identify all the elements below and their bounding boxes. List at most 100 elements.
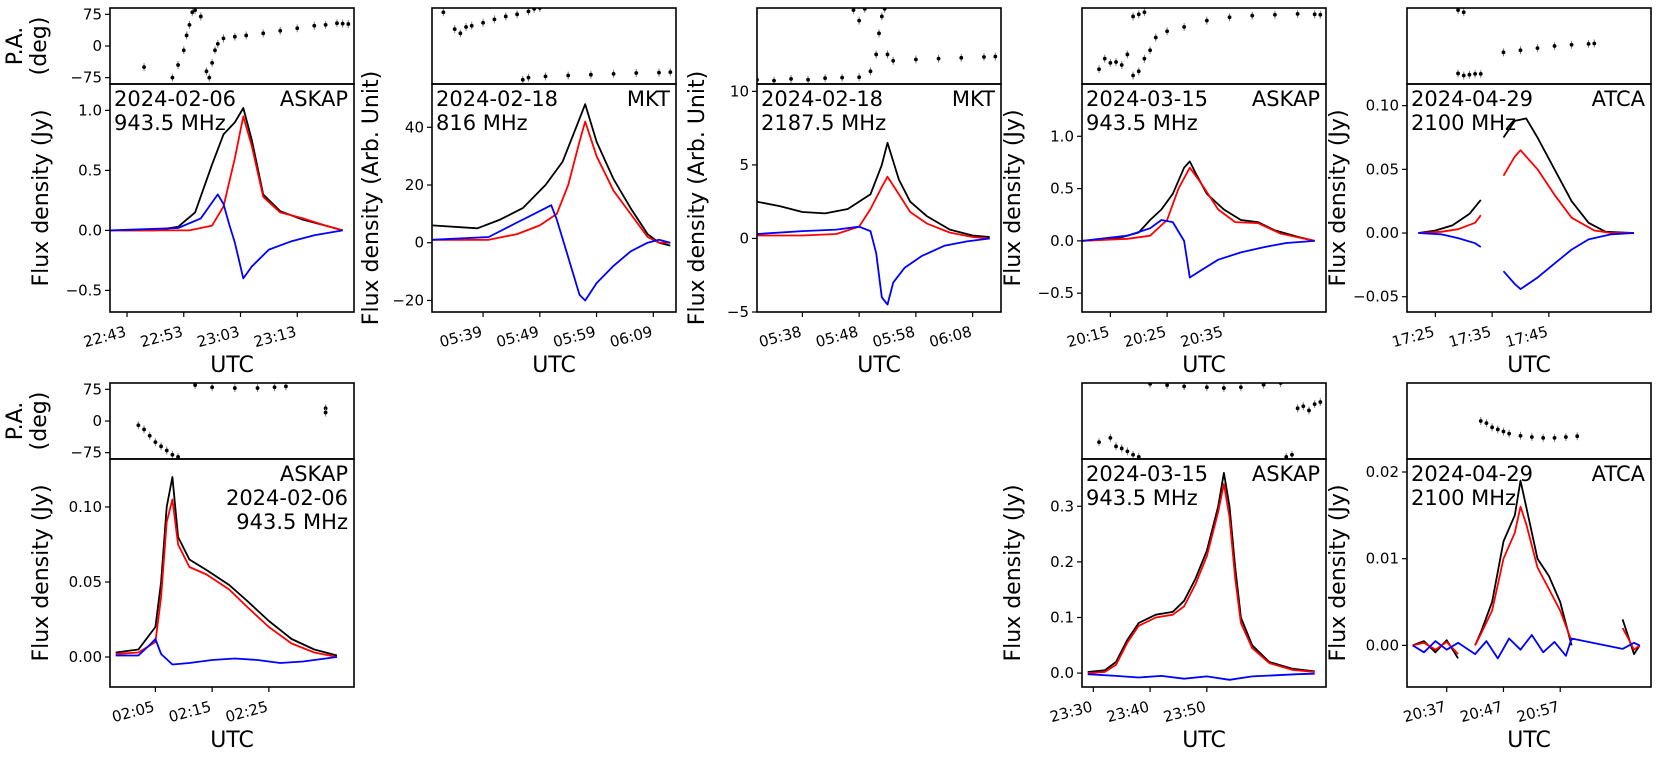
pa-point: [142, 65, 146, 70]
y-tick-label: 0.0: [1050, 664, 1074, 682]
pa-point: [891, 58, 896, 63]
pa-point: [340, 21, 345, 26]
pa-point: [874, 52, 879, 57]
pa-point: [204, 69, 209, 74]
pa-point: [1518, 433, 1523, 438]
pa-point: [323, 406, 328, 411]
pa-point: [526, 75, 531, 80]
main-axes-frame: [756, 83, 1002, 313]
pa-scatter: [1097, 8, 1323, 80]
pa-point: [1125, 449, 1130, 454]
series-linear-line: [1087, 483, 1315, 674]
pa-point: [857, 75, 862, 80]
annotation-date: 2024-02-06: [226, 486, 348, 510]
annotation-telescope: MKT: [627, 87, 670, 111]
pa-point: [1473, 71, 1477, 76]
pa-point: [1461, 73, 1466, 78]
pa-point: [272, 385, 277, 390]
y-tick-label: 0: [739, 229, 749, 247]
annotation-date: 2024-04-29: [1411, 87, 1533, 111]
pa-point: [1575, 434, 1580, 439]
series-linear-line: [757, 175, 990, 240]
annotation-frequency: 943.5 MHz: [114, 111, 226, 135]
pa-point: [184, 33, 189, 38]
series-circular-line: [1412, 634, 1641, 660]
annotation-telescope: ASKAP: [280, 87, 348, 111]
pa-point: [190, 10, 195, 15]
main-axes-frame: [1081, 458, 1327, 688]
y-tick-label: 0.01: [1366, 550, 1399, 568]
y-tick-label: −20: [392, 291, 424, 309]
y-tick-label: −5: [727, 303, 749, 321]
x-axis-label: UTC: [1507, 353, 1551, 378]
x-tick-label: 17:35: [1447, 322, 1493, 351]
y-tick-label: 0.3: [1050, 497, 1074, 515]
main-axes-frame: [1406, 458, 1652, 688]
x-tick-label: 23:30: [1048, 697, 1094, 726]
pa-point: [1131, 73, 1135, 78]
pa-point: [1153, 35, 1158, 40]
pa-point: [526, 9, 531, 14]
pa-point: [244, 33, 249, 38]
annotation-date: 2024-02-18: [761, 87, 883, 111]
x-axis-label: UTC: [210, 353, 254, 378]
pa-point: [213, 48, 217, 53]
annotation-frequency: 943.5 MHz: [1086, 486, 1198, 510]
series-circular-line: [1087, 672, 1315, 681]
main-axes-frame: [109, 458, 355, 688]
y-tick-label: 1.0: [1050, 127, 1074, 145]
series-circular-line: [1082, 219, 1315, 279]
pa-point: [879, 14, 884, 19]
pa-y-tick-label: −75: [70, 444, 102, 462]
pa-point: [193, 383, 198, 388]
series-group: [1087, 472, 1315, 681]
annotation-telescope: ASKAP: [1252, 87, 1320, 111]
pa-point: [936, 56, 941, 61]
pa-point: [772, 78, 776, 83]
pa-point: [481, 20, 485, 25]
y-tick-label: 0.00: [1366, 224, 1399, 242]
pa-point: [1227, 15, 1232, 20]
pa-point: [1586, 41, 1591, 46]
pa-scatter: [1456, 8, 1597, 80]
series-total-line: [1474, 479, 1573, 646]
panel-p1: −0.5 0.0 0.5 1.0 75 0 −75 22:43 22:53 23:03 23:13U…: [3, 5, 355, 378]
series-linear-line: [1474, 505, 1573, 646]
x-axis-label: UTC: [1182, 353, 1226, 378]
x-tick-label: 20:25: [1122, 322, 1168, 351]
pa-point: [452, 27, 457, 32]
y-axis-label: Flux density (Jy): [1326, 109, 1351, 286]
pa-point: [1119, 63, 1124, 67]
pa-point: [232, 34, 237, 39]
series-total-line: [1502, 117, 1635, 234]
pa-scatter: [1478, 417, 1580, 442]
pa-point: [441, 10, 446, 15]
pa-point: [1478, 419, 1483, 423]
pa-point: [1142, 56, 1147, 61]
series-total-line: [432, 103, 671, 247]
pa-point: [1563, 435, 1568, 439]
pa-axis-label: P.A.: [3, 402, 28, 441]
series-group: [757, 141, 990, 306]
y-tick-label: 0.10: [1366, 97, 1399, 115]
pa-point: [176, 63, 180, 67]
pa-point: [668, 70, 673, 75]
series-linear-line: [1082, 166, 1315, 242]
x-tick-label: 20:37: [1401, 697, 1447, 726]
x-tick-label: 05:59: [551, 322, 597, 351]
pa-point: [464, 25, 468, 29]
pa-point: [588, 72, 593, 77]
x-tick-label: 05:39: [438, 322, 484, 351]
series-circular-line: [110, 193, 343, 280]
pa-point: [1182, 25, 1187, 29]
pa-point: [1295, 12, 1300, 16]
pa-point: [1108, 60, 1113, 65]
pa-point: [823, 76, 827, 80]
pa-axes-frame: [109, 382, 355, 460]
pa-point: [1204, 385, 1209, 390]
pa-point: [1114, 60, 1118, 64]
pa-point: [232, 386, 237, 390]
